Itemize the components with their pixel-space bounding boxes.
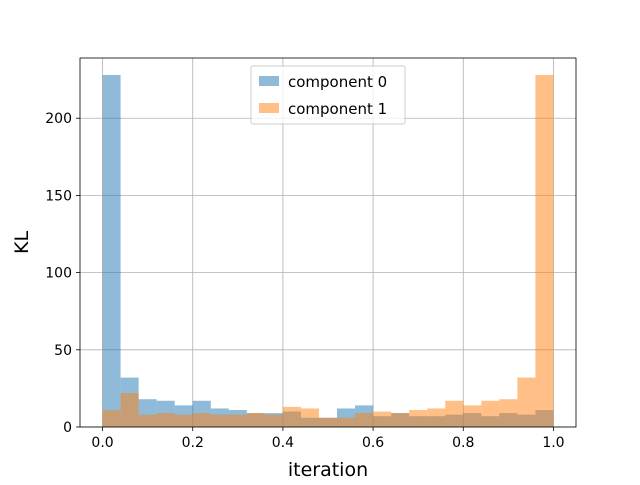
histogram-bar-series-1-bin-15 (373, 411, 392, 427)
plot-frame (79, 57, 577, 428)
histogram-bar-series-1-bin-3 (156, 413, 175, 427)
x-tick-label: 0.8 (452, 435, 474, 451)
histogram-bar-series-1-bin-9 (264, 414, 283, 427)
y-tick-label: 200 (45, 111, 72, 127)
y-tick-label: 150 (45, 188, 72, 204)
x-tick-label: 1.0 (542, 435, 564, 451)
histogram-bar-series-1-bin-11 (300, 408, 319, 427)
y-tick-label: 0 (63, 420, 72, 436)
x-tick-label: 0.0 (91, 435, 113, 451)
histogram-bar-series-1-bin-22 (499, 399, 518, 427)
legend: component 0 component 1 (250, 65, 406, 125)
legend-box (250, 65, 406, 125)
legend-swatch-series-0 (259, 76, 279, 86)
y-tick-label: 100 (45, 266, 72, 282)
legend-swatch-series-1 (259, 103, 279, 113)
histogram-bar-series-1-bin-1 (120, 393, 139, 427)
y-tick-label: 50 (54, 343, 72, 359)
x-tick-label: 0.2 (182, 435, 204, 451)
histogram-bar-series-1-bin-24 (535, 74, 554, 427)
legend-label-series-0: component 0 (288, 73, 387, 91)
histogram-bar-series-1-bin-19 (445, 400, 464, 427)
histogram-bar-series-1-bin-10 (282, 406, 301, 427)
histogram-bar-series-1-bin-4 (174, 414, 193, 427)
histogram-bar-series-1-bin-2 (138, 414, 157, 427)
histogram-bar-series-1-bin-6 (210, 414, 229, 427)
x-axis-label: iteration (288, 459, 368, 480)
bars (102, 74, 554, 427)
histogram-bar-series-1-bin-0 (102, 410, 121, 427)
legend-label-series-1: component 1 (288, 100, 387, 118)
y-axis-label: KL (11, 231, 33, 254)
x-tick-label: 0.6 (362, 435, 384, 451)
histogram-bar-series-1-bin-23 (517, 377, 536, 427)
histogram-bar-series-1-bin-21 (481, 400, 500, 427)
histogram-bar-series-1-bin-8 (246, 413, 265, 427)
histogram-bar-series-1-bin-5 (192, 413, 211, 427)
histogram-bar-series-1-bin-12 (318, 417, 338, 427)
histogram-bar-series-1-bin-18 (427, 408, 446, 427)
histogram-bar-series-1-bin-7 (228, 414, 247, 427)
histogram-bar-series-0-bin-0 (102, 74, 121, 427)
histogram-bar-series-1-bin-14 (355, 413, 374, 427)
x-tick-label: 0.4 (272, 435, 294, 451)
axis-ticks: 0.0 0.2 0.4 0.6 0.8 1.0 0 50 100 150 200 (45, 111, 564, 451)
histogram-bar-series-1-bin-16 (391, 413, 410, 427)
histogram-bar-series-1-bin-20 (463, 405, 482, 427)
histogram-bar-series-1-bin-13 (337, 417, 356, 427)
histogram-bar-series-1-bin-17 (409, 410, 428, 427)
